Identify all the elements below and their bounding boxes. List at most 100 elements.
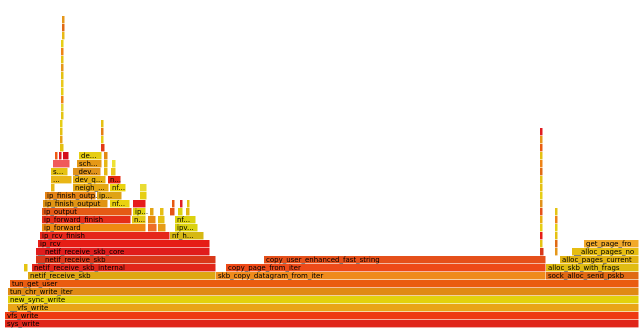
flame-frame[interactable] — [158, 224, 166, 232]
flame-frame-bar[interactable] — [53, 160, 70, 168]
flame-frame-bar[interactable] — [175, 216, 196, 224]
flame-frame-bar[interactable] — [61, 80, 64, 88]
flame-frame[interactable]: ip_finish_outp... — [45, 192, 102, 200]
flame-frame-bar[interactable] — [540, 144, 543, 152]
flame-frame[interactable] — [61, 112, 64, 120]
flame-frame-bar[interactable] — [60, 136, 63, 144]
flame-frame-bar[interactable] — [62, 24, 65, 32]
flame-frame-bar[interactable] — [148, 216, 156, 224]
flame-frame-bar[interactable] — [51, 184, 55, 192]
flame-frame-bar[interactable] — [51, 176, 72, 184]
flame-frame[interactable]: dev_q... — [73, 176, 106, 184]
flame-frame[interactable] — [61, 96, 64, 104]
flame-frame-bar[interactable] — [43, 200, 108, 208]
flame-frame-bar[interactable] — [63, 152, 69, 160]
flame-frame-bar[interactable] — [42, 208, 132, 216]
flame-frame-bar[interactable] — [5, 320, 639, 328]
flame-frame-bar[interactable] — [540, 248, 544, 256]
flame-frame-bar[interactable] — [104, 152, 108, 160]
flame-frame[interactable] — [133, 200, 146, 208]
flame-frame-bar[interactable] — [101, 144, 105, 152]
flame-frame[interactable] — [540, 128, 543, 136]
flame-frame[interactable] — [104, 152, 108, 160]
flame-frame[interactable] — [101, 120, 104, 128]
flame-frame[interactable] — [61, 48, 64, 56]
flame-frame[interactable] — [540, 224, 543, 232]
flame-frame-bar[interactable] — [61, 72, 64, 80]
flame-frame[interactable]: sys_write — [5, 320, 639, 328]
flame-frame[interactable] — [540, 208, 543, 216]
flame-frame[interactable] — [62, 16, 65, 24]
flame-frame[interactable]: vfs_write — [5, 312, 639, 320]
flame-frame[interactable]: copy_user_enhanced_fast_string — [264, 256, 546, 264]
flame-frame-bar[interactable] — [133, 200, 146, 208]
flame-frame[interactable]: alloc_skb_with_frags — [546, 264, 639, 272]
flame-frame-bar[interactable] — [132, 216, 146, 224]
flame-frame[interactable]: ip_rcv_finish — [40, 232, 170, 240]
flame-frame-bar[interactable] — [79, 152, 102, 160]
flame-frame-bar[interactable] — [77, 160, 102, 168]
flame-frame[interactable] — [61, 88, 64, 96]
flame-frame-bar[interactable] — [111, 168, 116, 176]
flame-frame[interactable]: ip_output — [42, 208, 132, 216]
flame-frame[interactable] — [140, 192, 147, 200]
flame-frame[interactable]: ipv... — [175, 224, 198, 232]
flame-frame-bar[interactable] — [560, 256, 639, 264]
flame-frame[interactable] — [178, 208, 183, 216]
flame-frame-bar[interactable] — [101, 128, 104, 136]
flame-frame[interactable]: neigh_... — [73, 184, 109, 192]
flame-frame[interactable]: ip_finish_output — [43, 200, 108, 208]
flame-frame-bar[interactable] — [104, 160, 108, 168]
flame-frame-bar[interactable] — [584, 240, 639, 248]
flame-frame-bar[interactable] — [110, 184, 126, 192]
flame-frame-bar[interactable] — [178, 208, 183, 216]
flame-frame[interactable]: nf_h... — [170, 232, 204, 240]
flame-frame[interactable]: alloc_pages_current — [560, 256, 639, 264]
flame-frame[interactable] — [140, 184, 147, 192]
flame-frame[interactable]: __netif_receive_skb — [36, 256, 216, 264]
flame-frame[interactable]: nf... — [110, 200, 130, 208]
flame-frame-bar[interactable] — [170, 232, 204, 240]
flame-frame[interactable] — [540, 248, 544, 256]
flame-frame[interactable] — [60, 128, 63, 136]
flame-frame[interactable] — [53, 160, 70, 168]
flame-frame[interactable]: nf... — [110, 184, 126, 192]
flame-frame[interactable] — [555, 208, 558, 216]
flame-frame[interactable] — [180, 200, 183, 208]
flame-frame-bar[interactable] — [61, 112, 64, 120]
flame-frame[interactable] — [540, 152, 543, 160]
flame-frame[interactable] — [540, 216, 543, 224]
flame-frame-bar[interactable] — [555, 208, 558, 216]
flame-frame-bar[interactable] — [8, 304, 639, 312]
flame-frame[interactable]: ip_rcv — [38, 240, 210, 248]
flame-frame[interactable] — [61, 72, 64, 80]
flame-frame-bar[interactable] — [62, 32, 65, 40]
flame-frame-bar[interactable] — [45, 192, 96, 200]
flame-frame[interactable]: nf... — [175, 216, 196, 224]
flame-frame-bar[interactable] — [133, 208, 146, 216]
flame-frame-bar[interactable] — [73, 176, 106, 184]
flame-frame[interactable] — [186, 208, 190, 216]
flame-frame-bar[interactable] — [8, 288, 639, 296]
flame-frame[interactable] — [540, 168, 543, 176]
flame-frame[interactable] — [187, 200, 190, 208]
flame-frame[interactable] — [101, 144, 105, 152]
flame-frame[interactable] — [555, 232, 558, 240]
flame-frame-bar[interactable] — [540, 200, 543, 208]
flame-frame[interactable]: tun_get_user — [10, 280, 639, 288]
flame-frame[interactable]: de... — [79, 152, 102, 160]
flame-frame[interactable]: skb_copy_datagram_from_iter — [216, 272, 546, 280]
flame-frame[interactable] — [158, 216, 165, 224]
flame-frame-bar[interactable] — [226, 264, 546, 272]
flame-frame[interactable] — [61, 80, 64, 88]
flame-frame[interactable] — [60, 144, 64, 152]
flame-frame[interactable] — [112, 160, 116, 168]
flame-frame-bar[interactable] — [540, 184, 543, 192]
flame-frame-bar[interactable] — [73, 184, 109, 192]
flame-frame[interactable] — [61, 40, 64, 48]
flame-frame-bar[interactable] — [540, 208, 543, 216]
flame-frame-bar[interactable] — [73, 168, 101, 176]
flame-frame[interactable] — [540, 200, 543, 208]
flame-frame[interactable] — [540, 144, 543, 152]
flame-frame[interactable]: copy_page_from_iter — [226, 264, 546, 272]
